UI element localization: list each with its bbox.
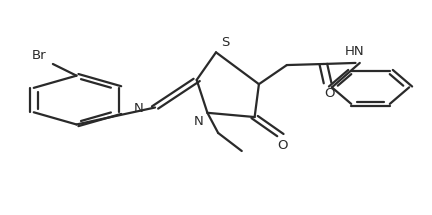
Text: N: N <box>194 115 203 127</box>
Text: S: S <box>221 35 229 49</box>
Text: Br: Br <box>32 49 47 62</box>
Text: O: O <box>277 139 288 152</box>
Text: O: O <box>324 87 335 100</box>
Text: HN: HN <box>345 45 365 58</box>
Text: N: N <box>133 102 143 115</box>
